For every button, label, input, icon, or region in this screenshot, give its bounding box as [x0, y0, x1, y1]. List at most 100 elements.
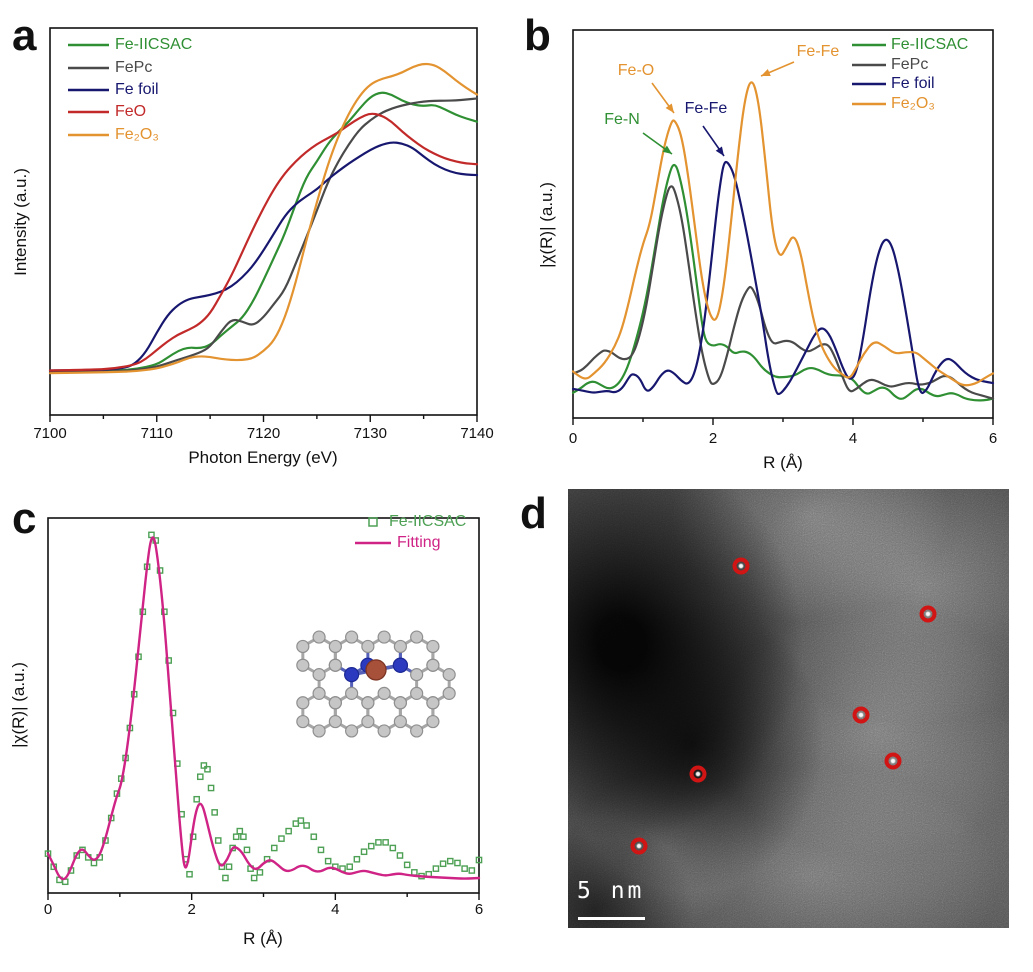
series-Fitting	[46, 536, 481, 881]
carbon-atom	[312, 630, 326, 644]
stem-noise-overlay	[568, 489, 1009, 928]
series-Fe₂O₃	[48, 62, 479, 375]
annotation-arrowhead	[665, 103, 674, 113]
svg-text:7130: 7130	[354, 425, 387, 442]
carbon-atom	[410, 686, 424, 700]
annotation-arrowhead	[761, 68, 771, 76]
svg-text:4: 4	[849, 430, 857, 447]
carbon-atom	[410, 630, 424, 644]
carbon-atom	[361, 714, 375, 729]
single-atom-marker	[630, 837, 648, 855]
svg-text:7110: 7110	[141, 425, 173, 442]
carbon-atom	[361, 639, 375, 654]
annotation-Fe-Fe: Fe-Fe	[797, 43, 840, 60]
carbon-atom	[296, 696, 310, 710]
scale-bar-text: 5 nm	[577, 878, 645, 904]
svg-text:2: 2	[709, 430, 717, 447]
y-axis-label: |χ(R)| (a.u.)	[9, 662, 28, 748]
x-axis-ticks	[47, 893, 480, 900]
svg-text:7100: 7100	[33, 425, 66, 442]
carbon-atom	[410, 724, 424, 738]
carbon-atom	[377, 724, 391, 738]
y-axis-label: |χ(R)| (a.u.)	[537, 182, 556, 268]
svg-text:6: 6	[475, 901, 483, 918]
legend-label: Fe-IICSAC	[891, 36, 968, 53]
carbon-atom	[442, 686, 456, 700]
series-Fe foil	[48, 141, 479, 372]
series-FePc	[571, 185, 995, 400]
exafs-r-space-chart: 0 2 4 6 R (Å) |χ(R)| (a.u.) Fe-IICSAC FePc Fe fo…	[537, 29, 997, 472]
legend-label: Fe foil	[891, 75, 935, 92]
carbon-atom	[442, 668, 456, 682]
carbon-atom	[328, 639, 342, 654]
x-axis-label: R (Å)	[243, 929, 283, 948]
legend-marker-square	[368, 517, 378, 527]
carbon-atom	[361, 696, 375, 710]
carbon-atom	[377, 686, 391, 700]
stem-image: 5 nm	[568, 489, 1009, 928]
svg-text:0: 0	[44, 901, 52, 918]
annotation-Fe-Fe: Fe-Fe	[685, 100, 728, 117]
carbon-atom	[296, 639, 310, 654]
single-atom-marker	[852, 706, 870, 724]
single-atom-marker	[919, 605, 937, 623]
single-atom-marker	[689, 765, 707, 783]
svg-text:2: 2	[187, 901, 195, 918]
carbon-atom	[393, 714, 407, 729]
nitrogen-atom	[344, 667, 360, 683]
series-Fe foil	[571, 160, 995, 396]
carbon-atom	[296, 714, 310, 729]
carbon-atom	[393, 639, 407, 654]
carbon-atom	[312, 686, 326, 700]
legend-label: Fe₂O₃	[115, 126, 159, 143]
svg-text:6: 6	[989, 430, 997, 447]
x-axis-ticks	[572, 418, 994, 425]
inset-molecule-fen4	[296, 630, 456, 738]
exafs-fitting-chart: 0 2 4 6 R (Å) |χ(R)| (a.u.) Fe-IICSAC Fitting	[9, 513, 483, 948]
annotation-Fe-N: Fe-N	[604, 111, 640, 128]
carbon-atom	[426, 639, 440, 654]
x-axis-tick-labels: 0 2 4 6	[44, 901, 483, 918]
iron-atom	[365, 659, 387, 681]
legend-label: FePc	[115, 59, 152, 76]
carbon-atom	[345, 686, 359, 700]
plot-frame	[572, 29, 994, 419]
scale-bar	[578, 917, 645, 920]
single-atom-marker	[732, 557, 750, 575]
x-axis-tick-labels: 0 2 4 6	[569, 430, 997, 447]
carbon-atom	[426, 658, 440, 672]
legend-label: FeO	[115, 103, 146, 120]
y-axis-label: Intensity (a.u.)	[11, 168, 30, 276]
carbon-atom	[296, 658, 310, 672]
series-Fe₂O₃	[571, 81, 995, 387]
legend-label: FePc	[891, 56, 928, 73]
x-axis-ticks	[49, 415, 478, 422]
svg-text:7120: 7120	[247, 425, 280, 442]
panel-b-letter: b	[524, 11, 551, 60]
legend-label: Fe-IICSAC	[389, 513, 466, 530]
x-axis-label: Photon Energy (eV)	[188, 448, 337, 467]
carbon-atom	[410, 668, 424, 682]
panel-d-letter: d	[520, 489, 547, 538]
carbon-atom	[345, 630, 359, 644]
series-FeO	[48, 112, 479, 372]
annotation-arrowhead	[662, 145, 672, 154]
nitrogen-atom	[392, 657, 408, 673]
annotation-Fe-O: Fe-O	[618, 62, 654, 79]
legend-label: Fe foil	[115, 81, 159, 98]
carbon-atom	[328, 714, 342, 729]
carbon-atom	[426, 696, 440, 710]
carbon-atom	[377, 630, 391, 644]
plot-frame	[47, 517, 480, 894]
carbon-atom	[312, 724, 326, 738]
annotation-arrowhead	[715, 146, 724, 156]
legend-label: Fe₂O₃	[891, 95, 935, 112]
x-axis-tick-labels: 7100 7110 7120 7130 7140	[33, 425, 493, 442]
panel-c-letter: c	[12, 494, 37, 543]
xanes-chart: 7100 7110 7120 7130 7140 Photon Energy (eV) In…	[11, 27, 494, 467]
carbon-atom	[426, 714, 440, 729]
carbon-atom	[328, 658, 342, 672]
svg-text:7140: 7140	[460, 425, 493, 442]
carbon-atom	[312, 668, 326, 682]
